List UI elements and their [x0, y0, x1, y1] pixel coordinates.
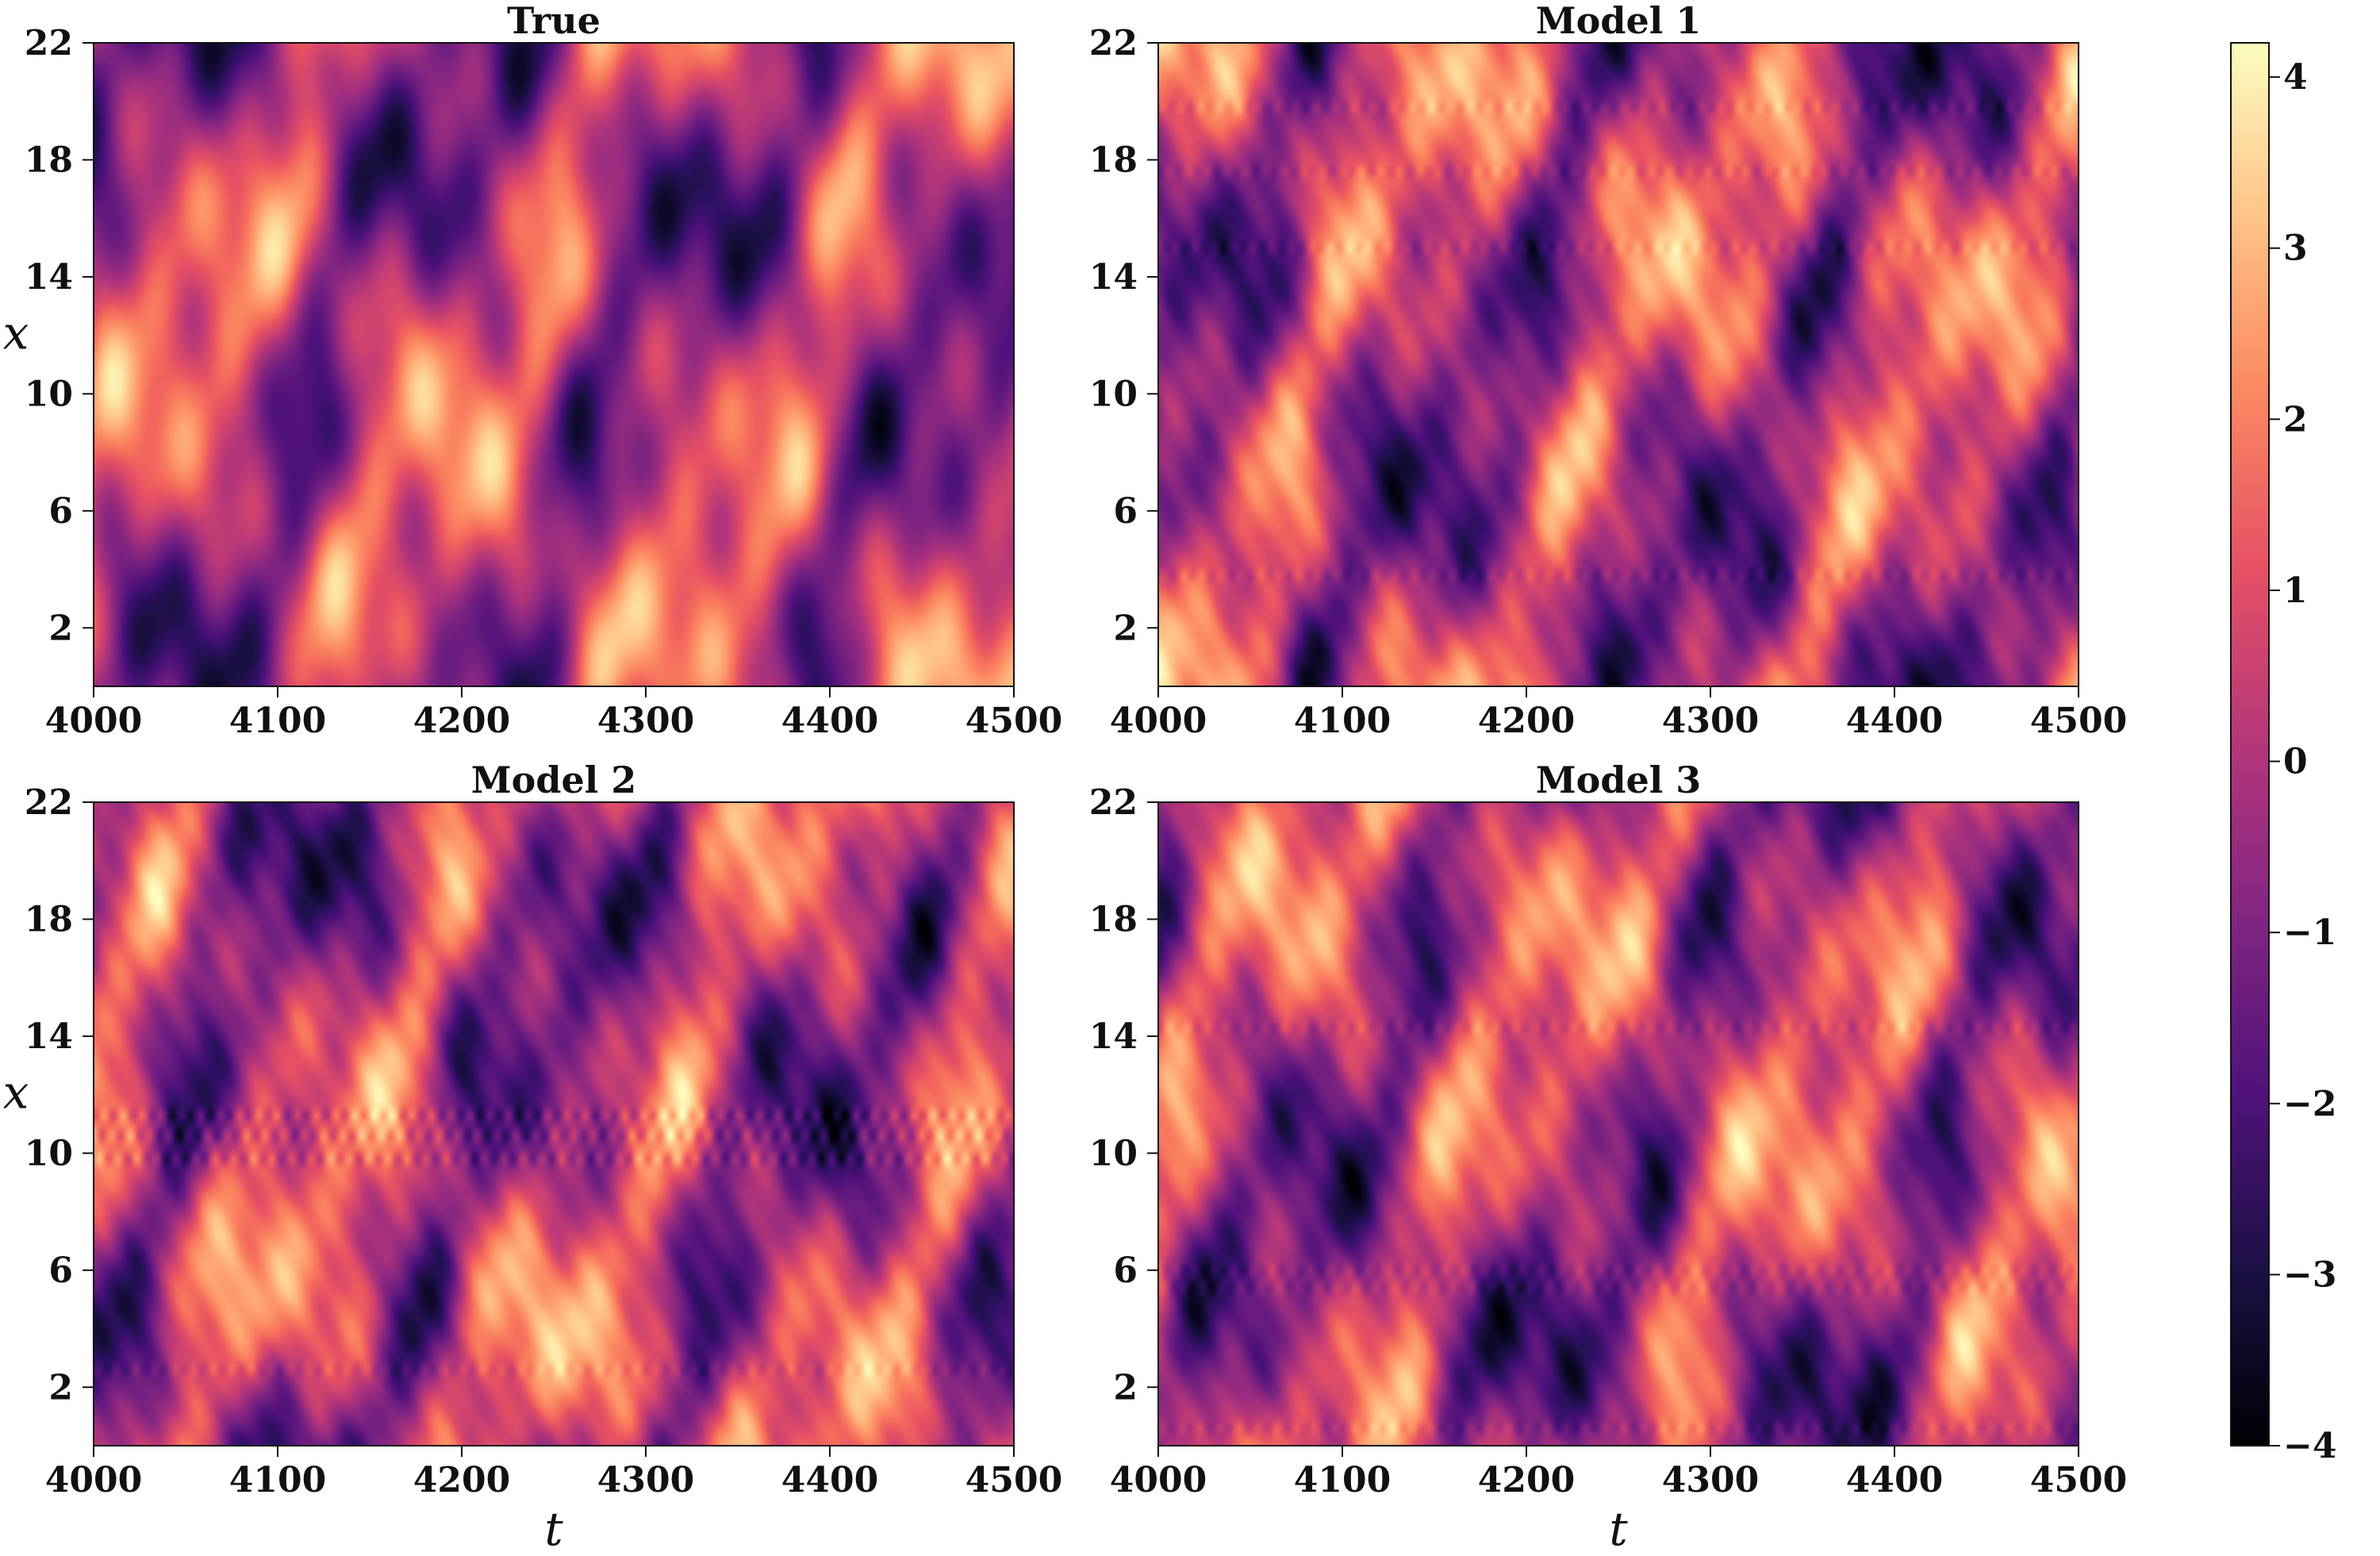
x-tick-label: 4300 — [1662, 1460, 1759, 1500]
colorbar: 4 3 2 1 0 −1 −2 −3 −4 — [2230, 42, 2336, 1466]
axes-frame — [1157, 42, 2079, 687]
colorbar-tick-label: 0 — [2283, 742, 2308, 782]
heatmap-image — [1158, 802, 2079, 1446]
y-tick-label: 6 — [48, 1251, 73, 1291]
y-tick-label: 6 — [1113, 1251, 1138, 1291]
x-tick-label: 4400 — [1846, 1460, 1943, 1500]
y-tick-label: 18 — [25, 899, 73, 939]
x-tick-label: 4100 — [229, 1460, 326, 1500]
colorbar-tick-label: 1 — [2283, 571, 2308, 611]
y-tick-label: 2 — [1113, 1367, 1138, 1408]
heatmap-image — [1158, 43, 2079, 686]
y-tick-label: 22 — [1089, 23, 1138, 63]
x-tick-label: 4500 — [965, 1460, 1062, 1500]
x-tick-label: 4100 — [1294, 1460, 1391, 1500]
y-tick-label: 22 — [25, 23, 73, 63]
y-axis-label: x — [3, 1066, 29, 1120]
x-tick-label: 4200 — [413, 1460, 510, 1500]
x-tick-label: 4000 — [1110, 1460, 1207, 1500]
axes-frame — [93, 42, 1015, 687]
x-tick-label: 4500 — [965, 701, 1062, 741]
panel-3: Model 3 4000 4100 4200 4300 4400 4500 2 6 10 14 18 2… — [1089, 759, 2127, 1556]
colorbar-tick-label: 2 — [2283, 399, 2308, 440]
colorbar-frame — [2230, 42, 2270, 1447]
y-tick-label: 10 — [1089, 1133, 1138, 1174]
y-tick-label: 6 — [48, 491, 73, 532]
panel-1: Model 1 4000 4100 4200 4300 4400 4500 2 6 10 14 18 2… — [1089, 0, 2127, 741]
colorbar-tick-label: −3 — [2283, 1254, 2336, 1295]
colorbar-tick-label: 4 — [2283, 57, 2308, 98]
heatmap-image — [94, 802, 1014, 1446]
axes-frame — [93, 801, 1015, 1447]
x-tick-label: 4300 — [597, 1460, 694, 1500]
x-tick-label: 4300 — [597, 701, 694, 741]
x-tick-label: 4000 — [45, 701, 142, 741]
colorbar-tick-label: −2 — [2283, 1084, 2336, 1124]
colorbar-tick-label: 3 — [2283, 229, 2308, 269]
x-tick-label: 4100 — [229, 701, 326, 741]
x-tick-label: 4200 — [413, 701, 510, 741]
heatmap-image — [94, 43, 1014, 686]
y-tick-label: 2 — [48, 1367, 73, 1408]
y-tick-label: 14 — [1089, 257, 1138, 298]
colorbar-tick-label: −1 — [2283, 912, 2336, 953]
x-tick-label: 4300 — [1662, 701, 1759, 741]
x-tick-label: 4400 — [781, 1460, 878, 1500]
panel-0: True 4000 4100 4200 4300 4400 4500 2 6 10 14 18 22 x — [3, 0, 1063, 741]
y-tick-label: 10 — [25, 374, 73, 414]
y-tick-label: 22 — [25, 782, 73, 823]
panel-title: True — [507, 0, 601, 42]
y-tick-label: 18 — [25, 140, 73, 180]
y-tick-label: 18 — [1089, 899, 1138, 939]
x-tick-label: 4000 — [45, 1460, 142, 1500]
x-tick-label: 4200 — [1478, 701, 1575, 741]
y-tick-label: 10 — [1089, 374, 1138, 414]
colorbar-tick-label: −4 — [2283, 1426, 2336, 1466]
x-tick-label: 4100 — [1294, 701, 1391, 741]
x-tick-label: 4500 — [2030, 1460, 2127, 1500]
y-tick-label: 14 — [25, 1016, 73, 1057]
y-tick-label: 2 — [1113, 608, 1138, 648]
x-tick-label: 4500 — [2030, 701, 2127, 741]
panel-title: Model 3 — [1536, 759, 1702, 801]
colorbar-gradient — [2231, 43, 2269, 1446]
y-tick-label: 18 — [1089, 140, 1138, 180]
y-tick-label: 14 — [25, 257, 73, 298]
panel-title: Model 1 — [1536, 0, 1702, 42]
panel-2: Model 2 4000 4100 4200 4300 4400 4500 2 6 10 14 18 2… — [3, 759, 1063, 1556]
y-tick-label: 22 — [1089, 782, 1138, 823]
y-tick-label: 10 — [25, 1133, 73, 1174]
x-axis-label: t — [544, 1502, 563, 1556]
x-tick-label: 4400 — [781, 701, 878, 741]
panel-title: Model 2 — [471, 759, 637, 801]
y-tick-label: 6 — [1113, 491, 1138, 532]
axes-frame — [1157, 801, 2079, 1447]
y-tick-label: 14 — [1089, 1016, 1138, 1057]
x-tick-label: 4000 — [1110, 701, 1207, 741]
y-axis-label: x — [3, 306, 29, 360]
y-tick-label: 2 — [48, 608, 73, 648]
x-tick-label: 4400 — [1846, 701, 1943, 741]
x-tick-label: 4200 — [1478, 1460, 1575, 1500]
x-axis-label: t — [1609, 1502, 1628, 1556]
